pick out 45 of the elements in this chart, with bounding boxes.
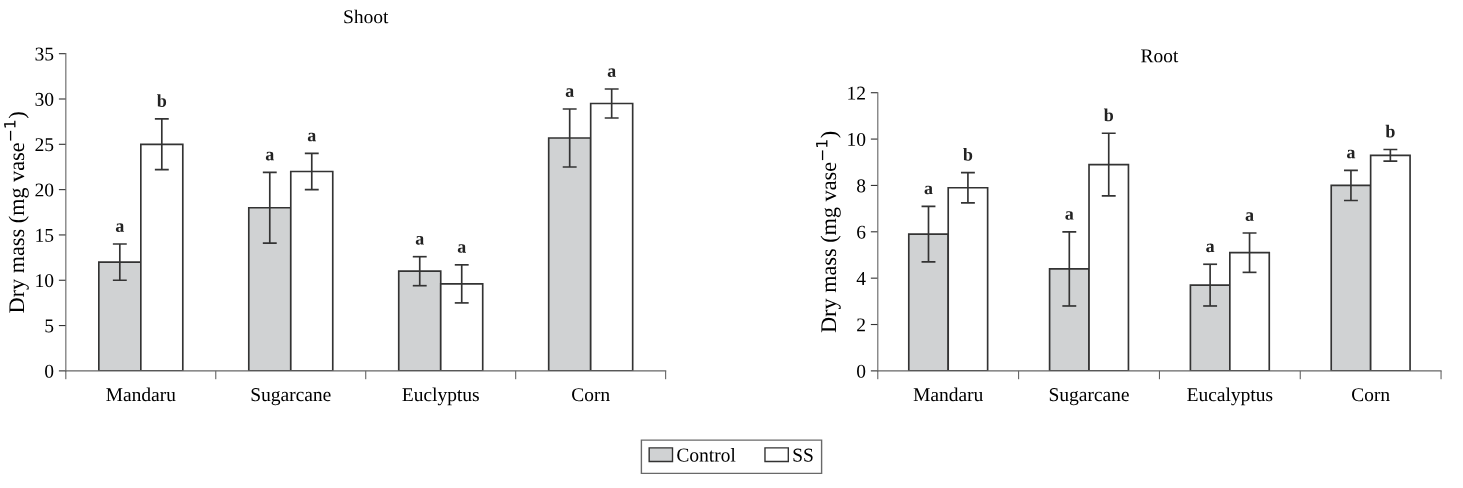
data-label: a [307, 132, 317, 142]
data-label: a [607, 68, 616, 78]
x-tick-label: Euclyptus [402, 387, 479, 406]
y-tick-label: 12 [848, 86, 865, 100]
y-tick-label: 0 [857, 364, 866, 378]
chart-title: Root [1141, 49, 1179, 63]
y-tick-label: 15 [36, 228, 54, 242]
x-tick-label: Sugarcane [251, 388, 331, 406]
data-label: a [457, 244, 466, 253]
legend-label: Control [677, 447, 736, 462]
data-label: b [1103, 108, 1114, 122]
x-tick-label: Eucalyptus [1187, 387, 1273, 406]
y-tick-label: 30 [35, 92, 54, 106]
y-tick-label: 2 [857, 318, 865, 332]
data-label: a [1245, 212, 1254, 221]
x-tick-label: Corn [572, 388, 610, 402]
y-tick-label: 8 [857, 179, 866, 193]
x-tick-label: Mandaru [106, 387, 176, 402]
data-label: a [1206, 243, 1215, 253]
y-tick-label: 6 [857, 225, 866, 239]
x-tick-label: Sugarcane [1049, 388, 1129, 406]
y-tick-label: 5 [45, 319, 54, 333]
data-label: a [115, 223, 125, 232]
data-label: b [1385, 124, 1395, 138]
data-label: a [1347, 149, 1356, 159]
y-tick-label: 35 [35, 47, 54, 61]
data-label: a [565, 88, 574, 97]
legend-label: SS [793, 448, 813, 462]
data-label: b [963, 147, 973, 161]
data-label: b [157, 94, 167, 107]
x-tick-label: Corn [1352, 388, 1390, 402]
y-tick-label: 10 [848, 132, 866, 147]
y-axis-title: Dry mass (mg vase$^{−1}$) [4, 112, 29, 313]
y-tick-label: 25 [35, 138, 54, 152]
y-tick-label: 0 [45, 364, 54, 378]
data-label: a [415, 236, 424, 245]
x-tick-label: Mandaru [913, 387, 983, 402]
y-tick-label: 10 [36, 274, 54, 288]
data-label: a [924, 185, 933, 195]
y-tick-label: 4 [856, 272, 866, 285]
data-label: a [1065, 211, 1074, 220]
chart-title: Shoot [344, 9, 389, 24]
y-axis-title: Dry mass (mg vase$^{−1}$) [816, 131, 841, 333]
data-label: a [265, 151, 275, 161]
y-tick-label: 20 [35, 183, 54, 197]
